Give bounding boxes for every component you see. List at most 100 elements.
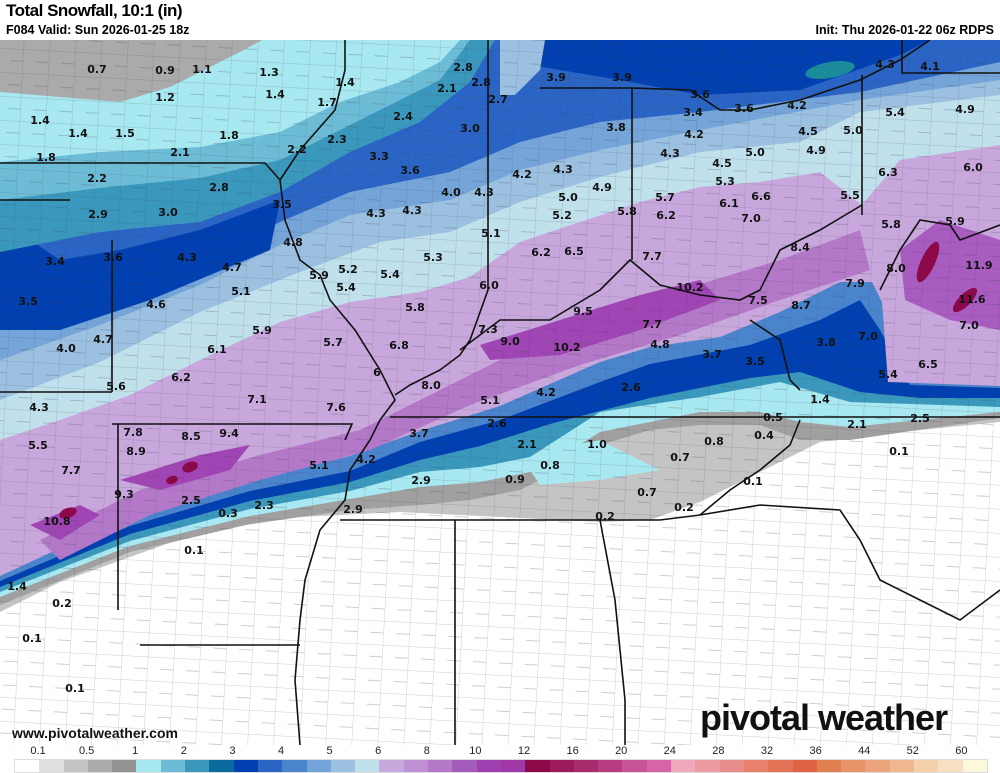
state-border: [699, 504, 1000, 621]
snowfall-value-label: 5.0: [843, 124, 863, 137]
state-border: [340, 514, 701, 521]
snowfall-value-label: 3.9: [546, 71, 566, 84]
legend-tick-label: 16: [566, 745, 579, 757]
legend-swatch: [768, 760, 793, 772]
legend-tick-label: 1: [132, 745, 139, 757]
snowfall-value-label: 6.1: [719, 197, 739, 210]
legend-swatch: [39, 760, 64, 772]
snowfall-value-label: 2.6: [487, 417, 507, 430]
snowfall-value-label: 10.8: [43, 515, 70, 528]
snowfall-value-label: 4.8: [650, 338, 670, 351]
snowfall-value-label: 3.8: [606, 121, 626, 134]
legend-tick-label: 4: [277, 745, 285, 757]
legend-swatch: [160, 760, 186, 772]
snowfall-value-label: 5.2: [552, 209, 572, 222]
snowfall-value-label: 5.2: [338, 263, 358, 276]
legend-tick-label: 44: [858, 745, 871, 757]
snowfall-value-label: 3.6: [690, 88, 710, 101]
snowfall-value-label: 6.2: [171, 371, 191, 384]
legend-tick-label: 24: [663, 745, 676, 757]
snowfall-value-label: 7.3: [478, 323, 498, 336]
snowfall-value-label: 0.8: [704, 435, 724, 448]
snowfall-value-label: 0.8: [540, 459, 560, 472]
snowfall-value-label: 5.7: [323, 336, 343, 349]
legend-tick-label: 6: [375, 745, 382, 757]
snowfall-value-label: 7.0: [858, 330, 878, 343]
legend-swatch: [671, 760, 696, 772]
snowfall-value-label: 4.9: [592, 181, 612, 194]
snowfall-value-label: 4.1: [920, 60, 940, 73]
legend-tick-label: 52: [906, 745, 919, 757]
snowfall-value-label: 7.8: [123, 426, 143, 439]
snowfall-value-label: 6.0: [963, 161, 983, 174]
legend-tick-label: 5: [326, 745, 333, 757]
legend-swatch: [792, 760, 817, 772]
snowfall-value-label: 0.1: [889, 445, 909, 458]
snowfall-value-label: 7.7: [642, 318, 662, 331]
snowfall-value-label: 1.4: [7, 580, 27, 593]
snowfall-value-label: 5.7: [655, 191, 675, 204]
snowfall-value-label: 0.1: [743, 475, 763, 488]
snowfall-value-label: 4.3: [474, 186, 494, 199]
legend-swatch: [452, 760, 477, 772]
map-title: Total Snowfall, 10:1 (in): [6, 1, 183, 20]
snowfall-value-label: 0.7: [87, 63, 107, 76]
snowfall-value-label: 5.9: [945, 215, 965, 228]
state-border: [454, 519, 626, 745]
snowfall-value-label: 9.3: [114, 488, 134, 501]
legend-tick-label: 0.1: [30, 745, 46, 757]
snowfall-value-label: 5.8: [881, 218, 901, 231]
snowfall-value-label: 4.2: [787, 99, 807, 112]
legend-swatch: [500, 760, 526, 772]
legend-swatch: [816, 760, 842, 772]
legend-swatch: [889, 760, 914, 772]
snowfall-value-label: 6.8: [389, 339, 409, 352]
snowfall-value-label: 5.9: [309, 269, 329, 282]
snowfall-value-label: 5.1: [481, 227, 501, 240]
legend-tick-label: 3: [229, 745, 236, 757]
legend-color-bar: [14, 759, 988, 773]
snowfall-value-label: 4.3: [660, 147, 680, 160]
snowfall-value-label: 3.7: [702, 348, 722, 361]
legend-tick-label: 32: [760, 745, 774, 757]
legend-swatch: [913, 760, 939, 772]
snowfall-value-label: 1.2: [155, 91, 175, 104]
snowfall-value-label: 3.6: [734, 102, 754, 115]
snowfall-value-label: 6.2: [656, 209, 676, 222]
state-border: [699, 419, 801, 516]
legend-tick-label: 10: [469, 745, 482, 757]
snowfall-value-label: 4.6: [146, 298, 166, 311]
snowfall-value-label: 3.6: [103, 251, 123, 264]
snowfall-value-label: 4.2: [512, 168, 532, 181]
website-url[interactable]: www.pivotalweather.com: [12, 725, 178, 741]
snowfall-value-label: 7.5: [748, 294, 768, 307]
snowfall-value-label: 2.8: [453, 61, 473, 74]
snowfall-value-label: 5.1: [480, 394, 500, 407]
snowfall-value-label: 7.9: [845, 277, 865, 290]
snowfall-value-label: 4.3: [875, 58, 895, 71]
snowfall-value-label: 2.9: [343, 503, 363, 516]
snowfall-value-label: 5.6: [106, 380, 126, 393]
snowfall-value-label: 5.8: [617, 205, 637, 218]
snowfall-value-label: 1.8: [219, 129, 239, 142]
state-border: [861, 40, 1000, 215]
snowfall-value-label: 3.4: [45, 255, 65, 268]
snowfall-value-label: 1.4: [335, 76, 355, 89]
snowfall-value-label: 3.0: [158, 206, 178, 219]
snowfall-value-label: 3.3: [369, 150, 389, 163]
snowfall-value-label: 5.4: [878, 368, 898, 381]
snowfall-value-label: 8.0: [886, 262, 906, 275]
legend-swatch: [209, 760, 234, 772]
legend-swatch: [646, 760, 672, 772]
snowfall-value-label: 0.1: [65, 682, 85, 695]
snowfall-value-label: 4.8: [283, 236, 303, 249]
snowfall-value-label: 4.7: [222, 261, 242, 274]
snowfall-value-label: 5.0: [558, 191, 578, 204]
state-borders: [0, 40, 1000, 745]
snowfall-value-label: 4.9: [806, 144, 826, 157]
snowfall-value-label: 4.0: [56, 342, 76, 355]
snowfall-value-label: 10.2: [676, 281, 703, 294]
snowfall-value-label: 1.4: [68, 127, 88, 140]
snowfall-value-label: 5.8: [405, 301, 425, 314]
snowfall-value-label: 2.9: [88, 208, 108, 221]
